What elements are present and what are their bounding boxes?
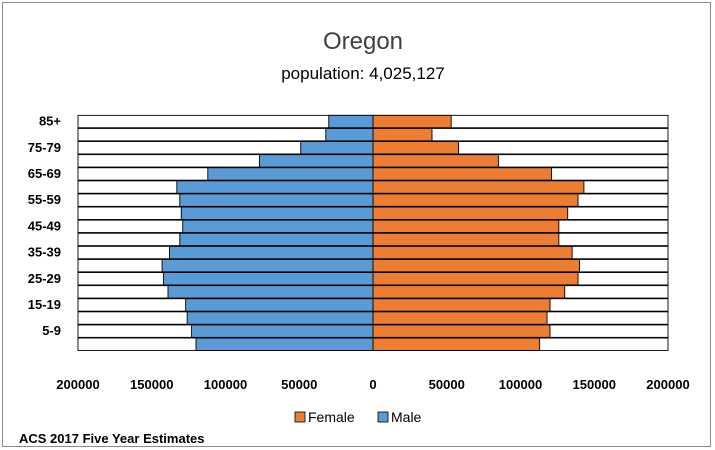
female-bar-35-39 [372, 245, 573, 260]
female-bar-40-44 [372, 232, 560, 247]
female-bar-60-64 [372, 180, 585, 194]
male-bar-60-64 [176, 180, 374, 194]
y-tick-35-39: 35-39 [28, 245, 61, 260]
y-axis-tick-labels: 85+ 75-79 65-69 55-59 45-49 35-39 25-29 15-19 5-… [28, 114, 62, 339]
chart-title: Oregon [323, 28, 403, 55]
female-bar-0-4 [372, 337, 541, 351]
x-tick-5: 50000 [429, 377, 465, 392]
female-bar-45-49 [372, 219, 560, 233]
female-bar-75-79 [372, 141, 460, 155]
x-tick-8: 200000 [646, 377, 689, 392]
y-tick-15-19: 15-19 [28, 297, 61, 312]
x-tick-3: 50000 [281, 377, 317, 392]
legend-swatch-male [377, 411, 389, 423]
female-bar-70-74 [372, 154, 499, 168]
male-bar-80-84 [325, 127, 374, 142]
legend: Female Male [294, 409, 422, 425]
y-tick-65-69: 65-69 [28, 166, 61, 181]
y-tick-45-49: 45-49 [28, 218, 61, 233]
y-tick-25-29: 25-29 [28, 271, 61, 286]
male-bar-40-44 [179, 232, 374, 247]
male-bar-55-59 [179, 193, 374, 207]
male-bar-35-39 [168, 245, 374, 260]
male-bar-0-4 [195, 337, 374, 351]
male-bar-70-74 [258, 154, 374, 168]
legend-label-male: Male [391, 409, 422, 425]
male-bar-65-69 [207, 167, 374, 181]
x-tick-6: 100000 [499, 377, 542, 392]
male-bars [161, 114, 374, 351]
male-bar-85+ [328, 114, 374, 129]
x-tick-4: 0 [369, 377, 376, 392]
female-bar-65-69 [372, 167, 552, 181]
population-pyramid-chart: Oregon population: 4,025,127 85+ 75-79 65-… [19, 28, 690, 446]
chart-subtitle: population: 4,025,127 [281, 64, 445, 83]
female-bar-30-34 [372, 259, 580, 273]
x-axis-tick-labels: 200000 150000 100000 50000 0 50000 100000 15000… [56, 377, 689, 392]
y-tick-75-79: 75-79 [28, 140, 61, 155]
male-bar-20-24 [167, 285, 374, 299]
y-tick-85+: 85+ [39, 114, 61, 129]
y-tick-5-9: 5-9 [42, 323, 61, 338]
female-bar-50-54 [372, 206, 569, 220]
female-bar-25-29 [372, 272, 579, 286]
female-bars [372, 114, 585, 351]
male-bar-50-54 [180, 206, 374, 220]
female-bar-20-24 [372, 285, 566, 299]
female-bar-80-84 [372, 127, 433, 142]
male-bar-15-19 [185, 298, 374, 312]
x-tick-1: 150000 [130, 377, 173, 392]
x-tick-0: 200000 [56, 377, 99, 392]
x-tick-7: 150000 [573, 377, 616, 392]
x-tick-2: 100000 [204, 377, 247, 392]
female-bar-10-14 [372, 311, 548, 325]
female-bar-15-19 [372, 298, 551, 312]
source-note: ACS 2017 Five Year Estimates [19, 431, 205, 446]
male-bar-5-9 [191, 324, 374, 338]
legend-swatch-female [294, 411, 306, 423]
female-bar-5-9 [372, 324, 551, 338]
female-bar-85+ [372, 114, 452, 129]
male-bar-25-29 [163, 272, 374, 286]
male-bar-75-79 [300, 141, 374, 155]
female-bar-55-59 [372, 193, 579, 207]
legend-label-female: Female [308, 409, 355, 425]
y-tick-55-59: 55-59 [28, 192, 61, 207]
male-bar-10-14 [186, 311, 374, 325]
male-bar-45-49 [182, 219, 374, 233]
male-bar-30-34 [161, 259, 374, 273]
